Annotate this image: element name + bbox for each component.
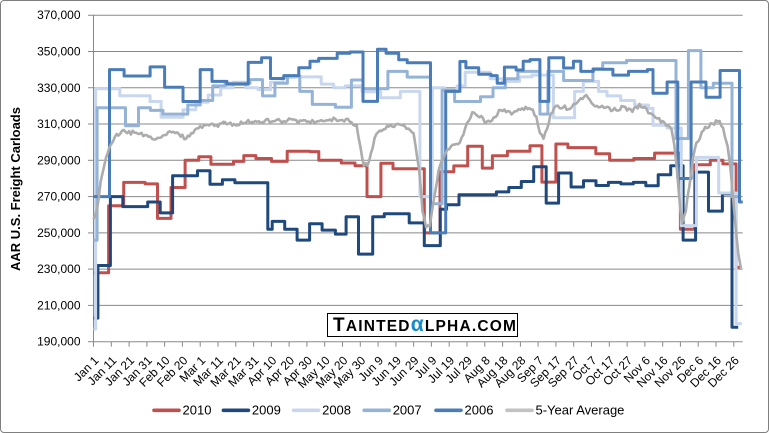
- svg-text:2010: 2010: [183, 403, 212, 418]
- svg-text:270,000: 270,000: [37, 190, 81, 204]
- svg-text:190,000: 190,000: [37, 335, 81, 349]
- svg-text:2008: 2008: [322, 403, 351, 418]
- svg-text:AAR U.S. Freight Carloads: AAR U.S. Freight Carloads: [8, 107, 23, 271]
- svg-text:350,000: 350,000: [37, 45, 81, 59]
- svg-text:370,000: 370,000: [37, 8, 81, 22]
- svg-text:290,000: 290,000: [37, 153, 81, 167]
- svg-text:210,000: 210,000: [37, 298, 81, 312]
- svg-text:230,000: 230,000: [37, 262, 81, 276]
- svg-text:2007: 2007: [393, 403, 422, 418]
- svg-text:330,000: 330,000: [37, 81, 81, 95]
- svg-text:TAINTEDαLPHA.COM: TAINTEDαLPHA.COM: [333, 313, 517, 336]
- svg-text:2009: 2009: [252, 403, 281, 418]
- svg-text:310,000: 310,000: [37, 117, 81, 131]
- svg-text:5-Year Average: 5-Year Average: [536, 403, 625, 418]
- svg-text:250,000: 250,000: [37, 226, 81, 240]
- svg-text:2006: 2006: [465, 403, 494, 418]
